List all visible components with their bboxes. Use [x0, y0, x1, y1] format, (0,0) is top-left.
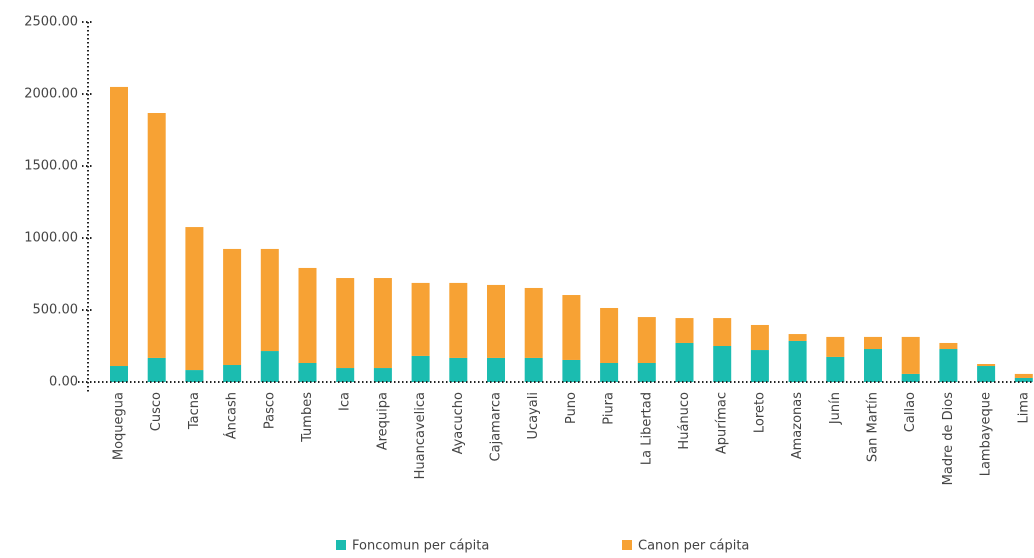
bar-segment	[524, 287, 543, 358]
x-tick-label: Callao	[903, 392, 918, 432]
y-tick-label: 1000.00	[24, 231, 78, 246]
bar-segment	[750, 324, 769, 351]
bar-segment	[147, 357, 166, 382]
x-tick-label: Ucayali	[526, 392, 541, 440]
bar-segment	[411, 282, 430, 356]
bar-segment	[1014, 373, 1033, 378]
bar-segment	[411, 355, 430, 382]
bar-segment	[1014, 377, 1033, 382]
bar-segment	[449, 282, 468, 358]
bar-segment	[939, 342, 958, 350]
x-tick-label: Huánuco	[677, 392, 692, 450]
bar-segment	[637, 317, 656, 363]
bar-segment	[110, 86, 128, 367]
x-tick-label: La Libertad	[639, 392, 654, 465]
bar-segment	[524, 357, 543, 382]
bar-segment	[147, 113, 166, 358]
bar-segment	[223, 365, 242, 382]
x-tick-label: Amazonas	[790, 392, 805, 460]
x-tick-label: Ayacucho	[451, 392, 466, 454]
x-tick-label: Cusco	[149, 392, 164, 431]
y-tick-label: 0.00	[49, 375, 78, 390]
x-tick-label: Puno	[564, 392, 579, 424]
x-tick-label: Lima	[1016, 392, 1031, 423]
x-tick-label: Cajamarca	[489, 392, 504, 461]
bar-segment	[826, 336, 845, 357]
x-tick-label: Loreto	[752, 392, 767, 433]
bar-segment	[373, 278, 392, 369]
bar-segment	[487, 284, 505, 358]
bar-segment	[977, 366, 996, 382]
bar-segment	[788, 340, 807, 382]
y-tick-label: 2000.00	[24, 87, 78, 102]
bar-segment	[185, 227, 204, 371]
bar-segment	[373, 368, 392, 382]
bar-segment	[260, 351, 279, 382]
y-tick-label: 2500.00	[24, 15, 78, 30]
x-tick-label: Huancavelica	[413, 392, 428, 479]
bar-segment	[298, 362, 317, 382]
bar-segment	[713, 318, 732, 346]
bar-segment	[487, 357, 505, 382]
bar-segment	[788, 334, 807, 341]
x-tick-label: Áncash	[224, 392, 240, 439]
x-tick-label: Ica	[338, 392, 353, 411]
y-tick-label: 500.00	[33, 303, 79, 318]
bar-segment	[637, 362, 656, 382]
x-tick-label: Tacna	[187, 392, 202, 430]
bar-segment	[901, 373, 920, 382]
bar-segment	[336, 278, 355, 369]
bar-segment	[675, 342, 694, 382]
x-tick-label: Lambayeque	[979, 392, 994, 476]
x-tick-label: Apurímac	[715, 392, 730, 454]
x-tick-label: Madre de Dios	[941, 392, 956, 486]
bar-segment	[864, 336, 882, 350]
bar-segment	[939, 349, 958, 382]
x-tick-label: Pasco	[262, 392, 277, 429]
legend-label: Canon per cápita	[638, 539, 749, 554]
bar-segment	[750, 350, 769, 382]
x-tick-label: San Martín	[866, 392, 881, 462]
x-tick-label: Piura	[602, 392, 617, 425]
bar-segment	[901, 336, 920, 374]
bar-segment	[826, 356, 845, 382]
legend-swatch	[622, 540, 632, 550]
bar-segment	[977, 364, 996, 367]
bar-segment	[713, 346, 732, 382]
bar-segment	[600, 307, 619, 363]
bar-segment	[864, 349, 882, 382]
bar-segment	[336, 368, 355, 382]
bar-segment	[110, 366, 128, 382]
bar-segment	[675, 318, 694, 343]
bar-segment	[562, 295, 581, 360]
x-tick-label: Tumbes	[300, 392, 315, 443]
x-tick-label: Arequipa	[375, 392, 390, 450]
bar-segment	[223, 248, 242, 366]
legend-label: Foncomun per cápita	[352, 539, 489, 554]
bar-segment	[600, 362, 619, 382]
bar-segment	[449, 357, 468, 382]
bar-segment	[185, 370, 204, 382]
bar-segment	[298, 267, 317, 363]
legend-swatch	[336, 540, 346, 550]
x-tick-label: Junín	[828, 392, 843, 425]
x-tick-label: Moquegua	[112, 392, 127, 460]
y-tick-label: 1500.00	[24, 159, 78, 174]
bar-segment	[260, 248, 279, 352]
bar-segment	[562, 359, 581, 382]
